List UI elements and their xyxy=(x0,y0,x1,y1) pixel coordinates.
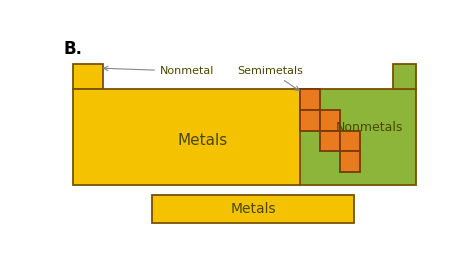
Bar xyxy=(300,110,319,131)
Bar xyxy=(340,131,360,151)
Bar xyxy=(392,63,416,89)
Bar xyxy=(73,89,300,185)
Bar xyxy=(340,151,360,172)
Text: B.: B. xyxy=(64,41,83,58)
Bar xyxy=(152,195,354,223)
Bar xyxy=(300,89,319,110)
Bar xyxy=(300,89,416,185)
Bar xyxy=(319,110,340,131)
Bar xyxy=(73,63,103,89)
Text: Semimetals: Semimetals xyxy=(237,66,303,90)
Text: Metals: Metals xyxy=(230,202,276,216)
Bar xyxy=(319,131,340,151)
Text: Metals: Metals xyxy=(177,133,228,148)
Text: Nonmetals: Nonmetals xyxy=(336,121,403,134)
Text: Nonmetal: Nonmetal xyxy=(103,66,214,76)
